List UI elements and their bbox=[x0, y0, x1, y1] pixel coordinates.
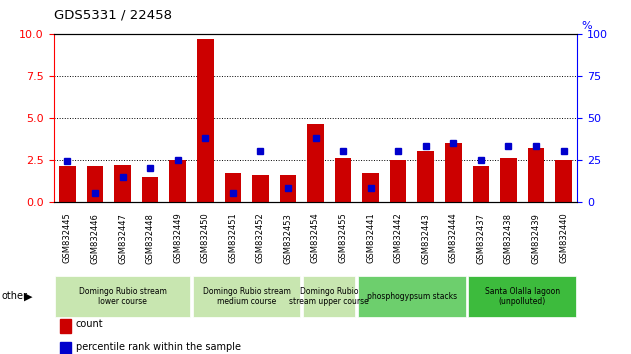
Bar bbox=[555, 160, 572, 202]
Text: GSM832452: GSM832452 bbox=[256, 213, 265, 263]
Bar bbox=[142, 177, 158, 202]
Bar bbox=[225, 173, 241, 202]
Text: GSM832441: GSM832441 bbox=[366, 213, 375, 263]
Text: phosphogypsum stacks: phosphogypsum stacks bbox=[367, 292, 457, 301]
Text: GSM832453: GSM832453 bbox=[283, 213, 292, 263]
Text: GSM832449: GSM832449 bbox=[173, 213, 182, 263]
Bar bbox=[418, 152, 434, 202]
Text: GSM832450: GSM832450 bbox=[201, 213, 209, 263]
Bar bbox=[500, 158, 517, 202]
Bar bbox=[197, 39, 213, 202]
Bar bbox=[390, 160, 406, 202]
Bar bbox=[362, 173, 379, 202]
Bar bbox=[335, 158, 351, 202]
Text: GSM832447: GSM832447 bbox=[118, 213, 127, 263]
Text: GSM832437: GSM832437 bbox=[476, 212, 485, 264]
Text: GSM832443: GSM832443 bbox=[422, 213, 430, 263]
Bar bbox=[169, 160, 186, 202]
Bar bbox=[473, 166, 489, 202]
Text: GDS5331 / 22458: GDS5331 / 22458 bbox=[54, 9, 172, 22]
Bar bbox=[114, 165, 131, 202]
Text: other: other bbox=[1, 291, 27, 302]
Text: Domingo Rubio stream
lower course: Domingo Rubio stream lower course bbox=[79, 287, 167, 306]
Text: Domingo Rubio stream
medium course: Domingo Rubio stream medium course bbox=[203, 287, 290, 306]
Text: GSM832444: GSM832444 bbox=[449, 213, 458, 263]
Text: GSM832438: GSM832438 bbox=[504, 212, 513, 264]
Bar bbox=[280, 175, 296, 202]
Bar bbox=[303, 276, 355, 317]
Text: GSM832440: GSM832440 bbox=[559, 213, 568, 263]
Bar bbox=[55, 276, 190, 317]
Text: GSM832445: GSM832445 bbox=[63, 213, 72, 263]
Text: GSM832446: GSM832446 bbox=[90, 213, 100, 263]
Text: GSM832454: GSM832454 bbox=[311, 213, 320, 263]
Text: Santa Olalla lagoon
(unpolluted): Santa Olalla lagoon (unpolluted) bbox=[485, 287, 560, 306]
Bar bbox=[59, 166, 76, 202]
Bar bbox=[445, 143, 462, 202]
Text: GSM832439: GSM832439 bbox=[531, 213, 541, 263]
Bar bbox=[307, 124, 324, 202]
Text: ▶: ▶ bbox=[24, 291, 32, 302]
Text: GSM832455: GSM832455 bbox=[339, 213, 348, 263]
Text: %: % bbox=[582, 21, 592, 31]
Text: GSM832451: GSM832451 bbox=[228, 213, 237, 263]
Text: Domingo Rubio
stream upper course: Domingo Rubio stream upper course bbox=[290, 287, 369, 306]
Bar bbox=[193, 276, 300, 317]
Text: GSM832442: GSM832442 bbox=[394, 213, 403, 263]
Bar bbox=[86, 166, 103, 202]
Text: GSM832448: GSM832448 bbox=[146, 213, 155, 263]
Text: percentile rank within the sample: percentile rank within the sample bbox=[76, 342, 240, 352]
Bar bbox=[528, 148, 545, 202]
Bar bbox=[358, 276, 466, 317]
Text: count: count bbox=[76, 319, 103, 329]
Bar bbox=[468, 276, 576, 317]
Bar bbox=[252, 175, 269, 202]
